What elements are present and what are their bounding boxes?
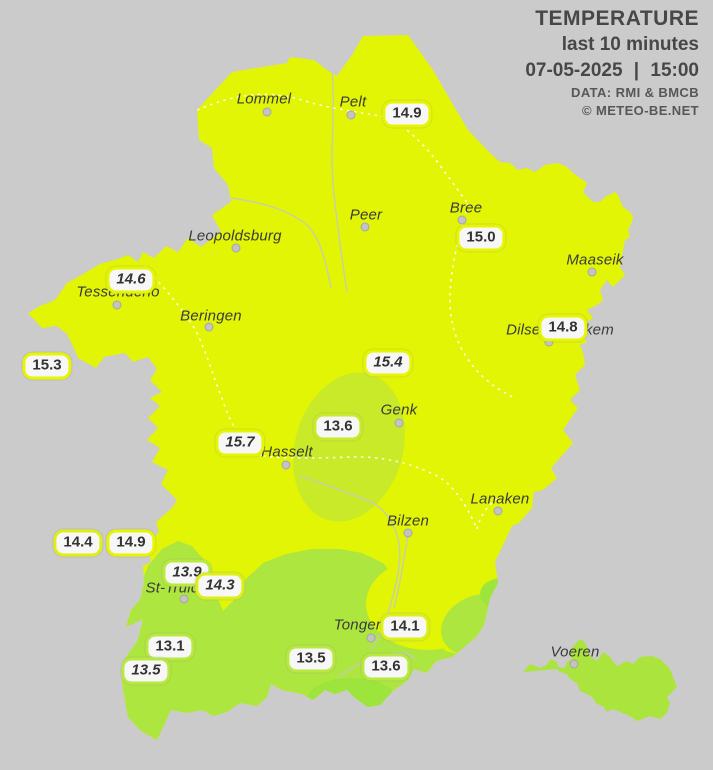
city-dot-hasselt [281,460,291,470]
copyright: © METEO-BE.NET [581,103,699,118]
city-label-voeren: Voeren [550,643,600,661]
city-label-genk: Genk [380,401,418,419]
temperature-badge: 14.4 [53,529,103,557]
city-label-lanaken: Lanaken [470,490,530,508]
city-dot-lommel [262,107,272,117]
city-label-maaseik: Maaseik [566,251,624,269]
cool-zone-genk [293,372,405,522]
city-label-pelt: Pelt [339,93,367,111]
temperature-badge: 13.5 [286,645,336,673]
boundary-lines [144,93,516,530]
temperature-badge: 14.6 [106,266,156,294]
temperature-badge: 13.6 [313,413,363,441]
city-dot-voeren [569,659,579,669]
temperature-badge: 13.1 [145,633,195,661]
city-label-beringen: Beringen [180,307,242,325]
city-dot-bilzen [403,528,413,538]
map-header: TEMPERATURE last 10 minutes 07-05-2025 |… [525,5,699,120]
city-dot-bree [457,215,467,225]
temperature-badge: 15.3 [22,352,72,380]
temperature-badge: 14.9 [382,100,432,128]
temperature-badge: 14.3 [195,572,245,600]
temperature-badge: 14.8 [538,314,588,342]
cold-patch-bottom [307,678,397,722]
temperature-badge: 13.6 [361,653,411,681]
city-dot-maaseik [587,267,597,277]
temperature-badge: 14.1 [380,613,430,641]
temperature-badge: 15.7 [215,429,265,457]
city-dot-tessenderlo [112,300,122,310]
temperature-badge: 14.9 [106,529,156,557]
data-source: DATA: RMI & BMCB [571,85,699,100]
city-label-bree: Bree [449,199,483,217]
city-label-peer: Peer [349,206,383,224]
city-dot-genk [394,418,404,428]
city-label-bilzen: Bilzen [386,512,430,530]
city-dot-pelt [346,110,356,120]
city-label-hasselt: Hasselt [261,443,313,461]
city-dot-st-truiden [179,594,189,604]
city-label-leopoldsburg: Leopoldsburg [188,227,282,245]
map-subtitle: last 10 minutes [561,34,699,55]
temperature-badge: 15.0 [456,224,506,252]
map-title: TEMPERATURE [535,7,699,30]
temperature-badge: 13.5 [121,657,171,685]
city-dot-leopoldsburg [231,243,241,253]
city-dot-lanaken [493,506,503,516]
city-label-lommel: Lommel [236,90,292,108]
temperature-badge: 15.4 [363,349,413,377]
city-dot-beringen [204,322,214,332]
city-dot-peer [360,222,370,232]
cold-patch-east [480,578,524,610]
city-dot-tongeren [366,633,376,643]
map-datetime: 07-05-2025 | 15:00 [525,60,699,81]
voeren-shape [523,639,677,721]
